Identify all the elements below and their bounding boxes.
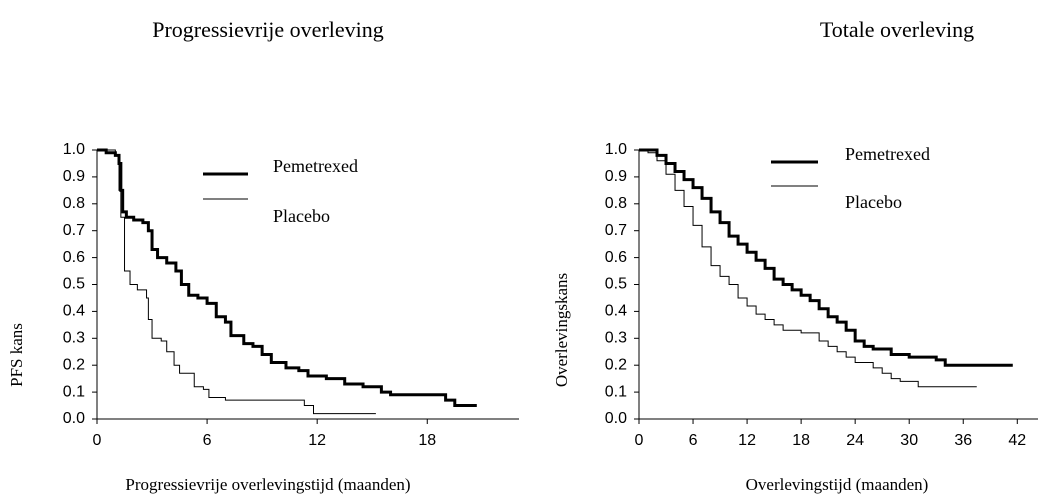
x-tick-label: 12 xyxy=(308,432,326,449)
y-tick-label: 0.2 xyxy=(63,356,85,373)
y-tick-label: 0.3 xyxy=(63,330,85,347)
km-chart: Progressievrije overleving 0.0 0.1 0.2 0.3 0.… xyxy=(7,17,519,494)
y-tick-label: 0.1 xyxy=(63,383,85,400)
y-tick-label: 0.4 xyxy=(63,303,85,320)
legend-label: Placebo xyxy=(273,206,330,226)
y-tick-label: 0.2 xyxy=(605,356,627,373)
y-tick-label: 0.4 xyxy=(605,303,627,320)
chart-title: Totale overleving xyxy=(820,17,974,42)
legend-label: Pemetrexed xyxy=(845,144,930,164)
chart-title: Progressievrije overleving xyxy=(152,17,384,42)
km-chart: Totale overleving 0.0 0.1 0.2 0.3 0.4 0.5 0.6 0.… xyxy=(552,17,1038,494)
x-tick-label: 0 xyxy=(635,432,644,449)
y-tick-label: 0.1 xyxy=(605,383,627,400)
y-tick-label: 0.5 xyxy=(605,276,627,293)
x-tick-label: 42 xyxy=(1008,432,1026,449)
y-tick-label: 0.6 xyxy=(605,249,627,266)
y-tick-label: 0.3 xyxy=(605,330,627,347)
legend-label: Placebo xyxy=(845,192,902,212)
x-axis-label: Progressievrije overlevingstijd (maanden… xyxy=(125,475,410,494)
x-axis-label: Overlevingstijd (maanden) xyxy=(746,475,929,494)
y-tick-label: 0.0 xyxy=(63,410,85,427)
x-tick-label: 0 xyxy=(93,432,102,449)
survival-curve xyxy=(639,149,977,388)
y-tick-label: 0.6 xyxy=(63,249,85,266)
x-tick-label: 24 xyxy=(846,432,864,449)
y-tick-label: 1.0 xyxy=(605,141,627,158)
x-tick-label: 12 xyxy=(738,432,756,449)
y-tick-label: 0.8 xyxy=(605,195,627,212)
survival-curve xyxy=(97,149,376,415)
y-tick-label: 0.9 xyxy=(63,168,85,185)
x-tick-label: 18 xyxy=(418,432,436,449)
legend-label: Pemetrexed xyxy=(273,156,358,176)
y-axis-label: Overlevingskans xyxy=(552,273,571,387)
survival-curve xyxy=(639,148,1013,367)
x-tick-label: 18 xyxy=(792,432,810,449)
y-tick-label: 0.9 xyxy=(605,168,627,185)
x-tick-label: 6 xyxy=(203,432,212,449)
survival-curve xyxy=(97,148,477,408)
y-tick-label: 0.7 xyxy=(605,222,627,239)
y-tick-label: 0.8 xyxy=(63,195,85,212)
y-tick-label: 0.0 xyxy=(605,410,627,427)
x-tick-label: 36 xyxy=(954,432,972,449)
x-tick-label: 6 xyxy=(689,432,698,449)
y-tick-label: 0.5 xyxy=(63,276,85,293)
x-tick-label: 30 xyxy=(900,432,918,449)
y-tick-label: 1.0 xyxy=(63,141,85,158)
y-tick-label: 0.7 xyxy=(63,222,85,239)
y-axis-label: PFS kans xyxy=(7,323,26,387)
